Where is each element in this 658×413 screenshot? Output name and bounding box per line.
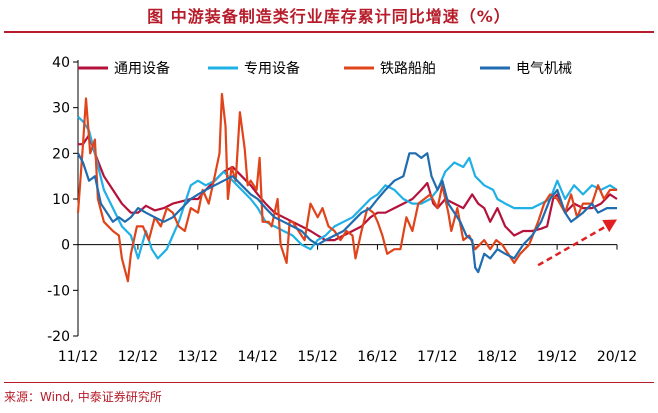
y-tick-label: 40 (52, 55, 70, 71)
y-tick-label: -10 (47, 283, 70, 299)
x-tick-label: 15/12 (297, 349, 337, 365)
source-note: 来源：Wind, 中泰证券研究所 (4, 390, 162, 404)
legend-label-4: 电气机械 (516, 61, 572, 77)
y-tick-label: -20 (47, 329, 70, 345)
x-tick-label: 12/12 (118, 349, 158, 365)
trend-arrow-head (602, 219, 617, 233)
x-tick-label: 11/12 (58, 349, 98, 365)
y-tick-label: 20 (52, 146, 70, 162)
legend-label-3: 铁路船舶 (380, 61, 436, 77)
title-underline (4, 31, 654, 33)
legend-label-1: 通用设备 (114, 60, 170, 77)
y-tick-label: 10 (52, 192, 70, 208)
chart-axes: -20 -10 0 10 20 30 40 11/12 12/12 13/12 14/12 15/12… (47, 55, 637, 365)
x-tick-label: 16/12 (357, 349, 397, 365)
y-tick-label: 0 (61, 238, 70, 254)
chart-legend: 通用设备 专用设备 铁路船舶 电气机械 (78, 60, 572, 77)
series-line-2 (77, 115, 618, 260)
y-tick-label: 30 (52, 101, 70, 117)
chart-title: 图 中游装备制造类行业库存累计同比增速（%） (147, 7, 511, 26)
x-tick-label: 14/12 (237, 349, 277, 365)
footer-rule (4, 382, 654, 383)
series-line-4 (77, 152, 617, 274)
x-tick-label: 20/12 (597, 349, 637, 365)
trend-arrow-shaft (537, 222, 612, 267)
x-tick-label: 19/12 (537, 349, 577, 365)
x-tick-label: 17/12 (417, 349, 457, 365)
chart-title-bar: 图 中游装备制造类行业库存累计同比增速（%） (0, 0, 658, 33)
series-line-3 (76, 92, 617, 283)
x-tick-label: 13/12 (178, 349, 218, 365)
chart-canvas: -20 -10 0 10 20 30 40 11/12 12/12 13/12 14/12 15/12… (47, 55, 637, 365)
series-line-1 (78, 134, 618, 242)
chart-annotation-layer (537, 219, 617, 267)
chart-series-layer (76, 92, 618, 283)
x-tick-label: 18/12 (477, 349, 517, 365)
legend-label-2: 专用设备 (244, 60, 300, 77)
